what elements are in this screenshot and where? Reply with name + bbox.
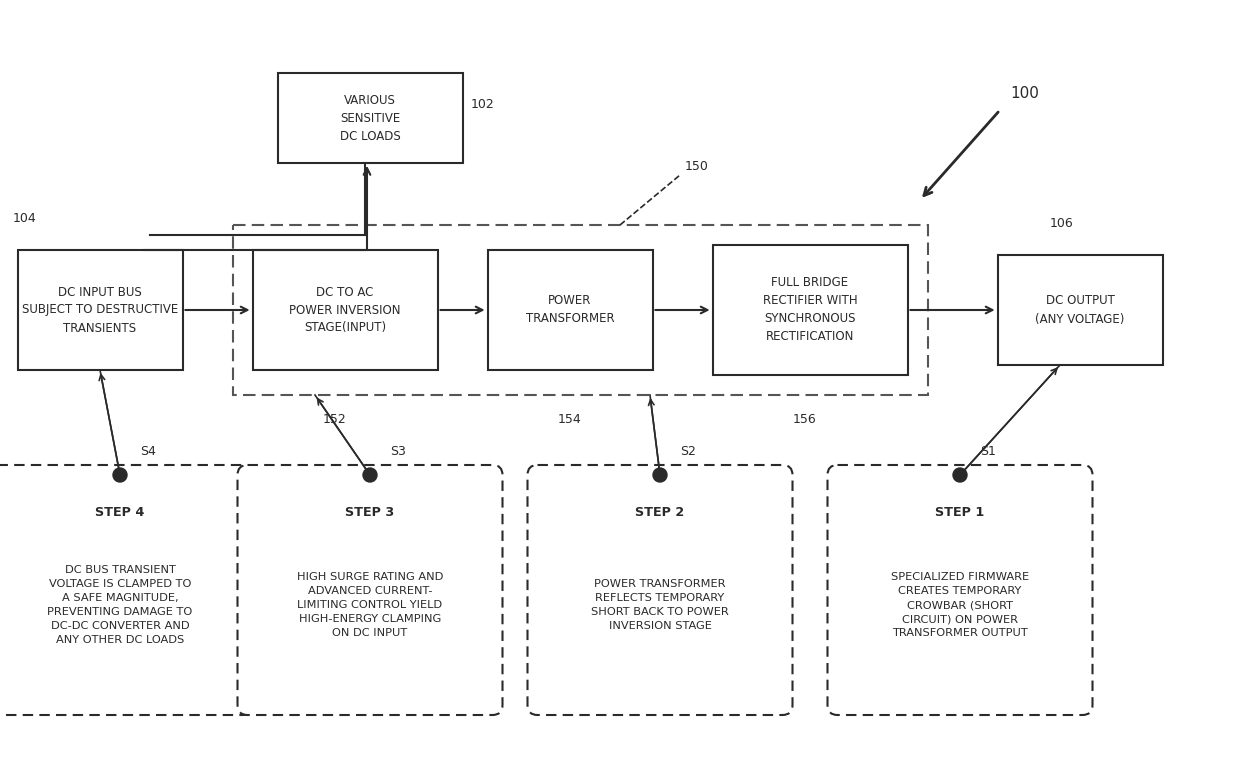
Text: HIGH SURGE RATING AND
ADVANCED CURRENT-
LIMITING CONTROL YIELD
HIGH-ENERGY CLAMP: HIGH SURGE RATING AND ADVANCED CURRENT- … [296, 572, 443, 638]
Text: DC TO AC
POWER INVERSION
STAGE(INPUT): DC TO AC POWER INVERSION STAGE(INPUT) [289, 286, 401, 335]
Circle shape [363, 468, 377, 482]
Text: S3: S3 [391, 445, 405, 458]
Bar [487, 250, 652, 370]
Text: S4: S4 [140, 445, 156, 458]
Bar [278, 73, 463, 163]
FancyBboxPatch shape [0, 465, 253, 715]
Bar [713, 245, 908, 375]
Text: 152: 152 [324, 413, 347, 426]
Text: POWER TRANSFORMER
REFLECTS TEMPORARY
SHORT BACK TO POWER
INVERSION STAGE: POWER TRANSFORMER REFLECTS TEMPORARY SHO… [591, 579, 729, 631]
Text: 156: 156 [794, 413, 817, 426]
Text: DC BUS TRANSIENT
VOLTAGE IS CLAMPED TO
A SAFE MAGNITUDE,
PREVENTING DAMAGE TO
DC: DC BUS TRANSIENT VOLTAGE IS CLAMPED TO A… [47, 565, 192, 645]
Text: STEP 2: STEP 2 [635, 507, 684, 520]
Text: S1: S1 [980, 445, 996, 458]
Text: DC INPUT BUS
SUBJECT TO DESTRUCTIVE
TRANSIENTS: DC INPUT BUS SUBJECT TO DESTRUCTIVE TRAN… [22, 286, 179, 335]
Text: 100: 100 [1011, 86, 1039, 101]
Circle shape [954, 468, 967, 482]
FancyBboxPatch shape [238, 465, 502, 715]
Bar [17, 250, 182, 370]
Text: 154: 154 [558, 413, 582, 426]
Text: S2: S2 [680, 445, 696, 458]
Circle shape [653, 468, 667, 482]
Text: STEP 1: STEP 1 [935, 507, 985, 520]
Bar [997, 255, 1163, 365]
Bar [253, 250, 438, 370]
Text: DC OUTPUT
(ANY VOLTAGE): DC OUTPUT (ANY VOLTAGE) [1035, 294, 1125, 325]
Text: STEP 4: STEP 4 [95, 507, 145, 520]
Text: POWER
TRANSFORMER: POWER TRANSFORMER [526, 294, 614, 325]
Text: 102: 102 [470, 98, 495, 111]
Text: SPECIALIZED FIRMWARE
CREATES TEMPORARY
CROWBAR (SHORT
CIRCUIT) ON POWER
TRANSFOR: SPECIALIZED FIRMWARE CREATES TEMPORARY C… [890, 572, 1029, 638]
Text: 150: 150 [684, 160, 709, 173]
FancyBboxPatch shape [527, 465, 792, 715]
FancyBboxPatch shape [827, 465, 1092, 715]
Text: 106: 106 [1050, 217, 1074, 230]
Circle shape [113, 468, 126, 482]
Text: VARIOUS
SENSITIVE
DC LOADS: VARIOUS SENSITIVE DC LOADS [340, 94, 401, 142]
Text: STEP 3: STEP 3 [346, 507, 394, 520]
Text: 104: 104 [12, 212, 36, 225]
Text: FULL BRIDGE
RECTIFIER WITH
SYNCHRONOUS
RECTIFICATION: FULL BRIDGE RECTIFIER WITH SYNCHRONOUS R… [763, 277, 857, 344]
Bar [233, 225, 928, 395]
